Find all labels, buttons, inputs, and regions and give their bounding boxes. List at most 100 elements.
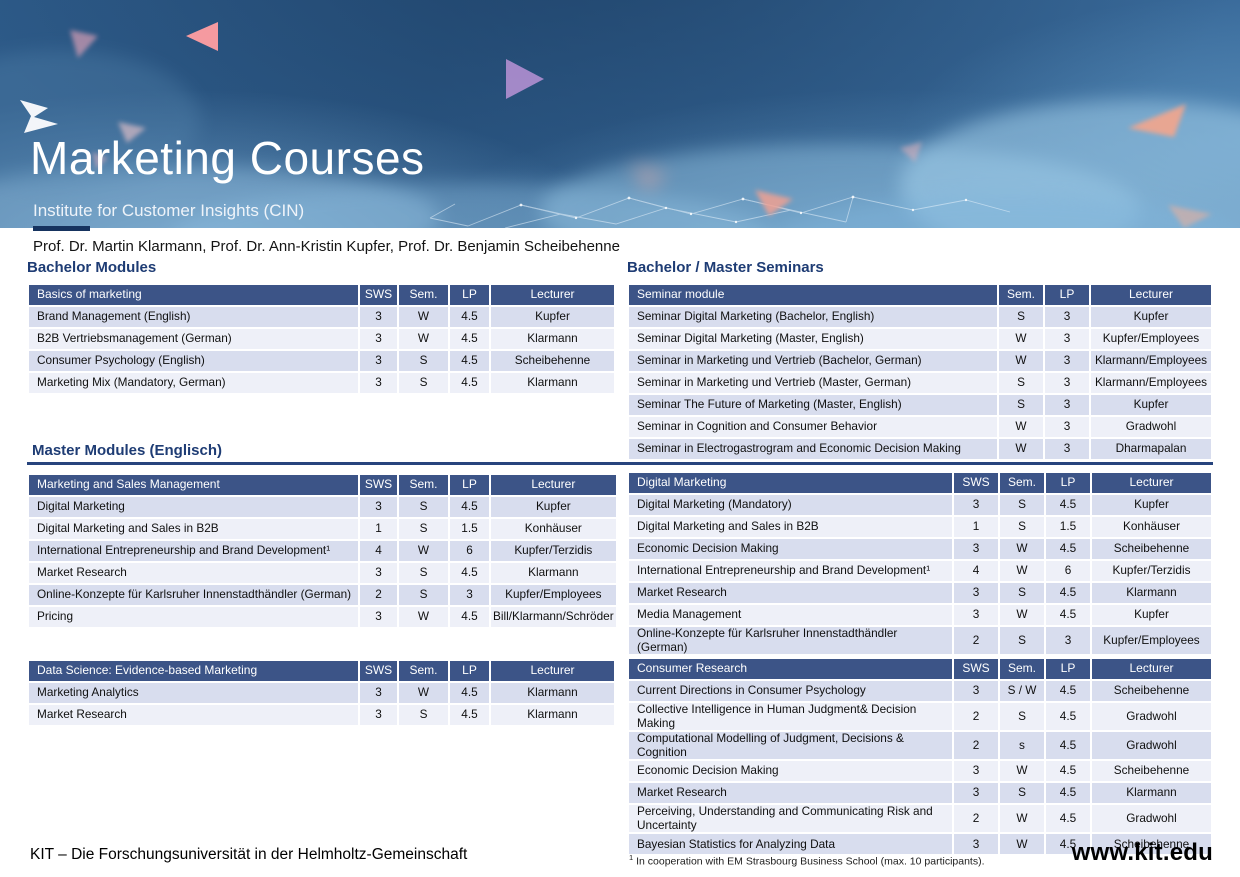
course-name-cell: Market Research [29, 563, 358, 583]
course-name-cell: International Entrepreneurship and Brand… [29, 541, 358, 561]
table-cell: S [399, 519, 448, 539]
table-row: Seminar Digital Marketing (Bachelor, Eng… [629, 307, 1211, 327]
column-header: Sem. [399, 475, 448, 495]
course-name-cell: Economic Decision Making [629, 761, 952, 782]
consumer-research-table: Consumer Research SWS Sem. LP Lecturer Curren… [627, 657, 1213, 856]
table-cell: W [399, 541, 448, 561]
clipped-text-stub [33, 226, 90, 231]
table-row: Pricing 3 W 4.5 Bill/Klarmann/Schröder [29, 607, 616, 627]
table-cell: Kupfer/Terzidis [1092, 561, 1211, 581]
table-header-row: Digital Marketing SWS Sem. LP Lecturer [629, 473, 1211, 493]
course-name-cell: Digital Marketing and Sales in B2B [629, 517, 952, 537]
course-name-cell: Marketing Mix (Mandatory, German) [29, 373, 358, 393]
course-name-cell: Online-Konzepte für Karlsruher Innenstad… [29, 585, 358, 605]
table-row: Marketing Analytics 3 W 4.5 Klarmann [29, 683, 614, 703]
table-cell: 3 [1045, 307, 1089, 327]
table-cell: 4.5 [1046, 583, 1090, 603]
course-name-cell: Brand Management (English) [29, 307, 358, 327]
table-row: Seminar The Future of Marketing (Master,… [629, 395, 1211, 415]
course-name-cell: Digital Marketing (Mandatory) [629, 495, 952, 515]
table-cell: W [999, 439, 1043, 459]
table-cell: S [399, 585, 448, 605]
table-cell: 3 [360, 351, 397, 371]
seminars-table-container: Seminar module Sem. LP Lecturer Seminar Digi… [627, 283, 1213, 461]
digital-marketing-table-container: Digital Marketing SWS Sem. LP Lecturer Digita… [627, 471, 1213, 656]
column-header: Sem. [1000, 473, 1044, 493]
table-cell: Klarmann [491, 373, 614, 393]
table-cell: Kupfer [491, 307, 614, 327]
column-header: LP [1045, 285, 1089, 305]
table-cell: 6 [1046, 561, 1090, 581]
table-cell: 3 [954, 761, 998, 782]
table-row: Economic Decision Making 3 W 4.5 Scheibehenn… [629, 761, 1211, 782]
table-row: Market Research 3 S 4.5 Klarmann [29, 705, 614, 725]
course-name-cell: Media Management [629, 605, 952, 625]
marketing-and-sales-management-table: Marketing and Sales Management SWS Sem. LP L… [27, 473, 618, 629]
table-cell: 3 [1045, 439, 1089, 459]
table-row: Digital Marketing and Sales in B2B 1 S 1.5 K… [29, 519, 616, 539]
course-name-cell: Collective Intelligence in Human Judgmen… [629, 702, 952, 731]
purple-triangle-icon [506, 59, 544, 99]
column-header: SWS [360, 285, 397, 305]
table-cell: S [1000, 703, 1044, 731]
course-name-cell: Computational Modelling of Judgment, Dec… [629, 731, 952, 760]
column-header: Lecturer [1091, 285, 1211, 305]
table-cell: 3 [450, 585, 489, 605]
table-cell: 3 [360, 705, 397, 725]
table-cell: W [399, 329, 448, 349]
table-cell: 3 [1045, 395, 1089, 415]
table-row: Brand Management (English) 3 W 4.5 Kupfer [29, 307, 614, 327]
table-cell: Gradwohl [1092, 703, 1211, 731]
table-row: Digital Marketing (Mandatory) 3 S 4.5 Kupfer [629, 495, 1211, 515]
column-header: SWS [360, 661, 397, 681]
bachelor-modules-table-container: Basics of marketing SWS Sem. LP Lecturer Bran… [27, 283, 616, 395]
table-cell: 3 [1045, 373, 1089, 393]
table-cell: Scheibehenne [1092, 681, 1211, 701]
column-header: Sem. [399, 285, 448, 305]
table-cell: 4.5 [450, 329, 489, 349]
table-cell: 2 [954, 703, 998, 731]
table-title-cell: Marketing and Sales Management [29, 475, 358, 495]
table-cell: 3 [954, 605, 998, 625]
table-row: Market Research 3 S 4.5 Klarmann [629, 783, 1211, 804]
course-name-cell: International Entrepreneurship and Brand… [629, 561, 952, 581]
table-cell: s [1000, 732, 1044, 760]
table-cell: 4.5 [450, 607, 489, 627]
course-name-cell: Seminar in Marketing und Vertrieb (Maste… [629, 373, 997, 393]
table-row: International Entrepreneurship and Brand… [29, 541, 616, 561]
column-header: Lecturer [491, 285, 614, 305]
table-cell: W [399, 607, 448, 627]
table-cell: 4.5 [1046, 703, 1090, 731]
table-row: Collective Intelligence in Human Judgmen… [629, 702, 1211, 731]
table-cell: Kupfer [1091, 395, 1211, 415]
column-header: LP [450, 285, 489, 305]
table-cell: S [999, 307, 1043, 327]
table-cell: W [1000, 539, 1044, 559]
table-cell: 4.5 [1046, 539, 1090, 559]
section-heading-master-modules: Master Modules (Englisch) [32, 442, 223, 459]
course-name-cell: Seminar The Future of Marketing (Master,… [629, 395, 997, 415]
column-header: Lecturer [491, 661, 614, 681]
course-name-cell: Pricing [29, 607, 358, 627]
pink-triangle-icon [186, 22, 218, 51]
table-cell: S / W [1000, 681, 1044, 701]
table-cell: 4.5 [1046, 605, 1090, 625]
table-cell: Scheibehenne [1092, 834, 1211, 855]
table-cell: Kupfer [1092, 495, 1211, 515]
course-name-cell: Seminar in Cognition and Consumer Behavi… [629, 417, 997, 437]
column-header: SWS [954, 659, 998, 679]
footnote-marker: 1 [629, 853, 634, 862]
bachelor-master-seminars-table: Seminar module Sem. LP Lecturer Seminar Digi… [627, 283, 1213, 461]
column-header: LP [1046, 659, 1090, 679]
table-cell: 3 [954, 681, 998, 701]
table-cell: S [399, 351, 448, 371]
table-cell: W [399, 683, 448, 703]
table-title-cell: Digital Marketing [629, 473, 952, 493]
table-header-row: Basics of marketing SWS Sem. LP Lecturer [29, 285, 614, 305]
table-cell: 4.5 [450, 563, 489, 583]
table-cell: W [999, 351, 1043, 371]
table-cell: 4.5 [450, 497, 489, 517]
table-row: Consumer Psychology (English) 3 S 4.5 Scheib… [29, 351, 614, 371]
table-cell: W [1000, 805, 1044, 833]
kit-website-link[interactable]: www.kit.edu [1071, 839, 1213, 866]
